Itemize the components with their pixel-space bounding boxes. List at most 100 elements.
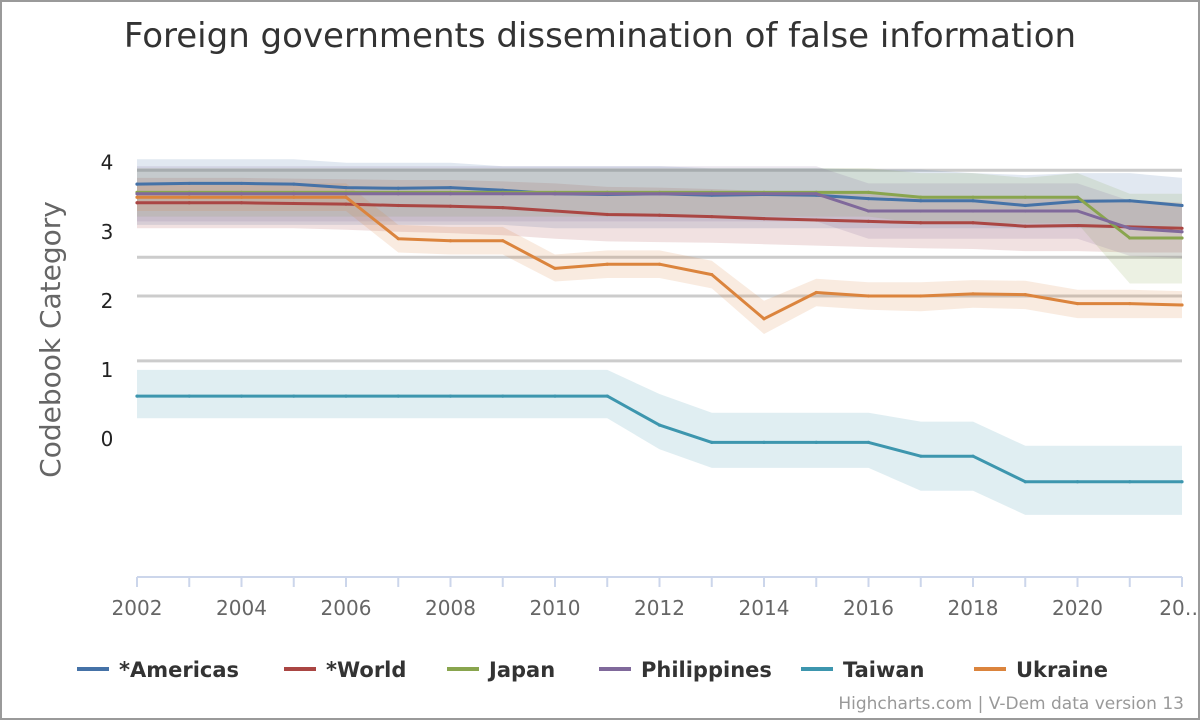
- data-point-world: [135, 201, 139, 205]
- data-point-ukraine: [344, 195, 348, 199]
- data-point-world: [971, 221, 975, 225]
- legend-label: Japan: [487, 658, 555, 682]
- data-point-americas: [396, 186, 400, 190]
- data-point-ukraine: [239, 195, 244, 199]
- data-point-americas: [919, 199, 923, 203]
- data-point-taiwan: [501, 394, 505, 398]
- data-point-world: [448, 204, 453, 208]
- data-point-taiwan: [605, 394, 609, 398]
- data-point-philippines: [657, 192, 662, 196]
- y-tick-label: 4: [101, 151, 114, 175]
- credits-text[interactable]: Highcharts.com | V-Dem data version 13: [838, 694, 1184, 714]
- data-point-americas: [135, 182, 139, 186]
- data-point-ukraine: [866, 294, 871, 298]
- data-point-taiwan: [1180, 480, 1184, 484]
- data-point-world: [501, 205, 505, 210]
- x-tick-label: 2020: [1052, 596, 1103, 620]
- data-point-world: [553, 209, 557, 213]
- legend-label: *World: [326, 658, 406, 682]
- data-point-americas: [448, 185, 453, 190]
- data-point-world: [605, 212, 609, 217]
- data-point-taiwan: [239, 394, 244, 398]
- y-tick-label: 1: [101, 358, 114, 382]
- legend-item-americas[interactable]: *Americas: [77, 658, 239, 682]
- axes: 4 3 2 1 0 Codebook Category 2002 2004 2006 2008 20…: [34, 151, 1198, 620]
- data-point-philippines: [919, 209, 923, 213]
- data-point-japan: [919, 195, 923, 199]
- data-point-japan: [971, 195, 975, 199]
- data-point-philippines: [1075, 209, 1080, 213]
- legend-item-world[interactable]: *World: [284, 658, 406, 682]
- x-tick-label: 2016: [843, 596, 894, 620]
- data-point-world: [762, 217, 766, 221]
- data-point-americas: [1128, 199, 1132, 203]
- data-point-philippines: [501, 192, 505, 196]
- data-point-philippines: [814, 192, 818, 196]
- data-point-taiwan: [657, 423, 662, 427]
- data-point-americas: [292, 182, 296, 186]
- legend-label: *Americas: [119, 658, 239, 682]
- data-point-ukraine: [657, 262, 662, 266]
- data-point-world: [292, 201, 296, 206]
- data-point-taiwan: [135, 394, 139, 398]
- data-point-ukraine: [553, 266, 557, 270]
- data-point-ukraine: [919, 294, 923, 298]
- legend-label: Ukraine: [1016, 658, 1108, 682]
- data-point-taiwan: [710, 440, 714, 444]
- data-point-americas: [866, 197, 871, 201]
- data-point-americas: [187, 181, 191, 186]
- data-point-world: [657, 213, 662, 217]
- data-point-philippines: [344, 192, 348, 196]
- data-point-world: [396, 203, 400, 208]
- y-axis-title: Codebook Category: [34, 201, 67, 478]
- data-point-taiwan: [814, 440, 818, 444]
- x-tick-label: 2002: [112, 596, 163, 620]
- data-point-japan: [1128, 236, 1132, 240]
- data-point-world: [1180, 226, 1184, 230]
- data-point-taiwan: [344, 394, 348, 398]
- data-point-philippines: [187, 192, 191, 196]
- data-point-philippines: [1023, 209, 1027, 213]
- data-point-americas: [344, 185, 348, 190]
- data-point-philippines: [1128, 226, 1132, 230]
- data-point-ukraine: [135, 195, 139, 199]
- data-point-philippines: [971, 209, 975, 213]
- x-tick-label: 2008: [425, 596, 476, 620]
- data-point-philippines: [1180, 230, 1184, 234]
- data-point-ukraine: [292, 195, 296, 199]
- legend-item-philippines[interactable]: Philippines: [599, 658, 772, 682]
- data-point-americas: [971, 199, 975, 203]
- y-tick-label: 0: [101, 427, 114, 451]
- data-point-ukraine: [605, 262, 609, 266]
- x-tick-label: 2012: [634, 596, 685, 620]
- legend[interactable]: *Americas *World Japan Philippines Taiwan Ukr…: [77, 658, 1108, 682]
- data-point-taiwan: [1023, 480, 1027, 484]
- gridlines: [137, 168, 1182, 363]
- legend-item-japan[interactable]: Japan: [447, 658, 555, 682]
- data-point-ukraine: [187, 195, 191, 199]
- data-point-philippines: [292, 192, 296, 196]
- data-point-ukraine: [1023, 292, 1027, 297]
- legend-item-taiwan[interactable]: Taiwan: [801, 658, 925, 682]
- chart-title: Foreign governments dissemination of fal…: [123, 16, 1077, 56]
- data-point-taiwan: [187, 394, 191, 398]
- data-point-japan: [1180, 236, 1184, 240]
- legend-item-ukraine[interactable]: Ukraine: [974, 658, 1108, 682]
- data-point-taiwan: [919, 454, 923, 458]
- data-point-philippines: [239, 192, 244, 196]
- data-point-taiwan: [553, 394, 557, 398]
- data-point-philippines: [448, 192, 453, 196]
- data-point-japan: [866, 190, 871, 195]
- data-point-americas: [1023, 203, 1027, 208]
- x-tick-label: 2018: [948, 596, 999, 620]
- data-point-taiwan: [448, 394, 453, 398]
- data-point-ukraine: [971, 292, 975, 296]
- data-point-ukraine: [501, 239, 505, 243]
- series-lines: [135, 181, 1184, 484]
- data-point-ukraine: [710, 272, 714, 277]
- data-point-world: [1075, 223, 1080, 228]
- data-point-ukraine: [1075, 301, 1080, 306]
- y-tick-label: 2: [101, 289, 114, 313]
- data-point-philippines: [605, 192, 609, 196]
